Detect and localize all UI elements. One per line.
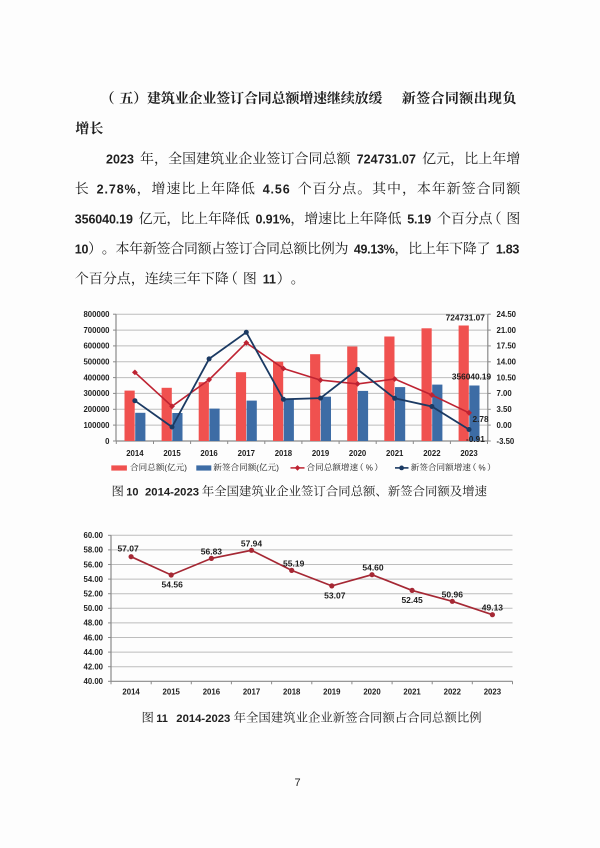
svg-text:2014-2023: 2014-2023 <box>145 487 199 499</box>
svg-text:356040.19: 356040.19 <box>452 372 492 382</box>
svg-text:2018: 2018 <box>275 449 293 458</box>
svg-text:40.00: 40.00 <box>83 677 103 686</box>
svg-text:46.00: 46.00 <box>83 633 103 642</box>
svg-text:2019: 2019 <box>312 449 330 458</box>
svg-text:-3.50: -3.50 <box>497 437 515 446</box>
svg-text:1.83: 1.83 <box>496 242 519 256</box>
svg-text:58.00: 58.00 <box>83 546 103 555</box>
svg-text:300000: 300000 <box>83 389 110 398</box>
svg-text:57.07: 57.07 <box>117 544 139 554</box>
svg-text:200000: 200000 <box>83 405 110 414</box>
svg-text:2023: 2023 <box>106 152 134 166</box>
svg-text:400000: 400000 <box>83 373 110 382</box>
svg-text:50.96: 50.96 <box>442 589 464 599</box>
svg-text:2014: 2014 <box>122 688 140 697</box>
svg-text:49.13%: 49.13% <box>354 242 395 256</box>
svg-text:2015: 2015 <box>163 449 181 458</box>
svg-text:54.60: 54.60 <box>362 563 384 573</box>
svg-text:2023: 2023 <box>484 688 502 697</box>
svg-text:(: ( <box>164 463 167 472</box>
svg-text:724731.07: 724731.07 <box>446 313 486 323</box>
svg-text:52.00: 52.00 <box>83 590 103 599</box>
svg-text:2.78: 2.78 <box>473 414 490 424</box>
svg-text:24.50: 24.50 <box>497 310 517 319</box>
svg-text:53.07: 53.07 <box>324 590 346 600</box>
svg-text:): ) <box>276 463 279 472</box>
svg-text:0.91%: 0.91% <box>256 212 291 226</box>
svg-text:0.00: 0.00 <box>497 421 513 430</box>
svg-text:-0.91: -0.91 <box>466 434 485 444</box>
svg-text:800000: 800000 <box>83 310 110 319</box>
svg-text:100000: 100000 <box>83 421 110 430</box>
svg-text:48.00: 48.00 <box>83 619 103 628</box>
svg-text:356040.19: 356040.19 <box>75 212 133 226</box>
svg-text:2019: 2019 <box>323 688 341 697</box>
svg-text:2016: 2016 <box>200 449 218 458</box>
svg-text:10: 10 <box>75 242 89 256</box>
svg-text:56.00: 56.00 <box>83 560 103 569</box>
svg-text:55.19: 55.19 <box>283 558 305 568</box>
svg-text:2014: 2014 <box>126 449 144 458</box>
svg-text:50.00: 50.00 <box>83 604 103 613</box>
svg-text:2020: 2020 <box>363 688 381 697</box>
svg-text:60.00: 60.00 <box>83 531 103 540</box>
svg-text:4.56: 4.56 <box>263 182 291 196</box>
svg-text:3.50: 3.50 <box>497 405 513 414</box>
svg-text:17.50: 17.50 <box>497 342 517 351</box>
svg-text:54.56: 54.56 <box>162 580 184 590</box>
svg-text:5.19: 5.19 <box>407 212 431 226</box>
svg-text:42.00: 42.00 <box>83 663 103 672</box>
svg-text:49.13: 49.13 <box>482 603 504 613</box>
svg-text:56.83: 56.83 <box>201 546 223 556</box>
svg-text:2015: 2015 <box>163 688 181 697</box>
svg-text:57.94: 57.94 <box>241 538 263 548</box>
svg-text:%: % <box>366 463 373 472</box>
svg-text:2022: 2022 <box>444 688 462 697</box>
svg-text:2016: 2016 <box>203 688 221 697</box>
svg-text:2017: 2017 <box>238 449 255 458</box>
svg-text:%: % <box>479 463 486 472</box>
svg-text:2018: 2018 <box>283 688 301 697</box>
svg-text:11: 11 <box>263 272 276 286</box>
svg-text:2014-2023: 2014-2023 <box>176 713 230 725</box>
svg-text:44.00: 44.00 <box>83 648 103 657</box>
svg-text:2021: 2021 <box>386 449 404 458</box>
svg-text:2.78%: 2.78% <box>97 182 137 196</box>
svg-text:54.00: 54.00 <box>83 575 103 584</box>
svg-text:(: ( <box>256 463 259 472</box>
svg-text:): ) <box>184 463 187 472</box>
svg-text:11: 11 <box>156 713 168 725</box>
svg-text:14.00: 14.00 <box>497 358 517 367</box>
svg-text:7.00: 7.00 <box>497 389 513 398</box>
svg-text:52.45: 52.45 <box>401 595 423 605</box>
svg-text:10.50: 10.50 <box>497 373 517 382</box>
svg-text:21.00: 21.00 <box>497 326 517 335</box>
svg-text:0: 0 <box>105 437 110 446</box>
svg-text:10: 10 <box>126 487 138 499</box>
svg-text:724731.07: 724731.07 <box>357 152 416 166</box>
svg-text:2021: 2021 <box>403 688 421 697</box>
svg-text:500000: 500000 <box>83 358 110 367</box>
svg-text:7: 7 <box>294 777 300 789</box>
svg-text:600000: 600000 <box>83 342 110 351</box>
svg-text:2020: 2020 <box>349 449 367 458</box>
svg-text:2017: 2017 <box>243 688 260 697</box>
svg-text:700000: 700000 <box>83 326 110 335</box>
svg-text:2022: 2022 <box>423 449 441 458</box>
svg-text:2023: 2023 <box>460 449 478 458</box>
